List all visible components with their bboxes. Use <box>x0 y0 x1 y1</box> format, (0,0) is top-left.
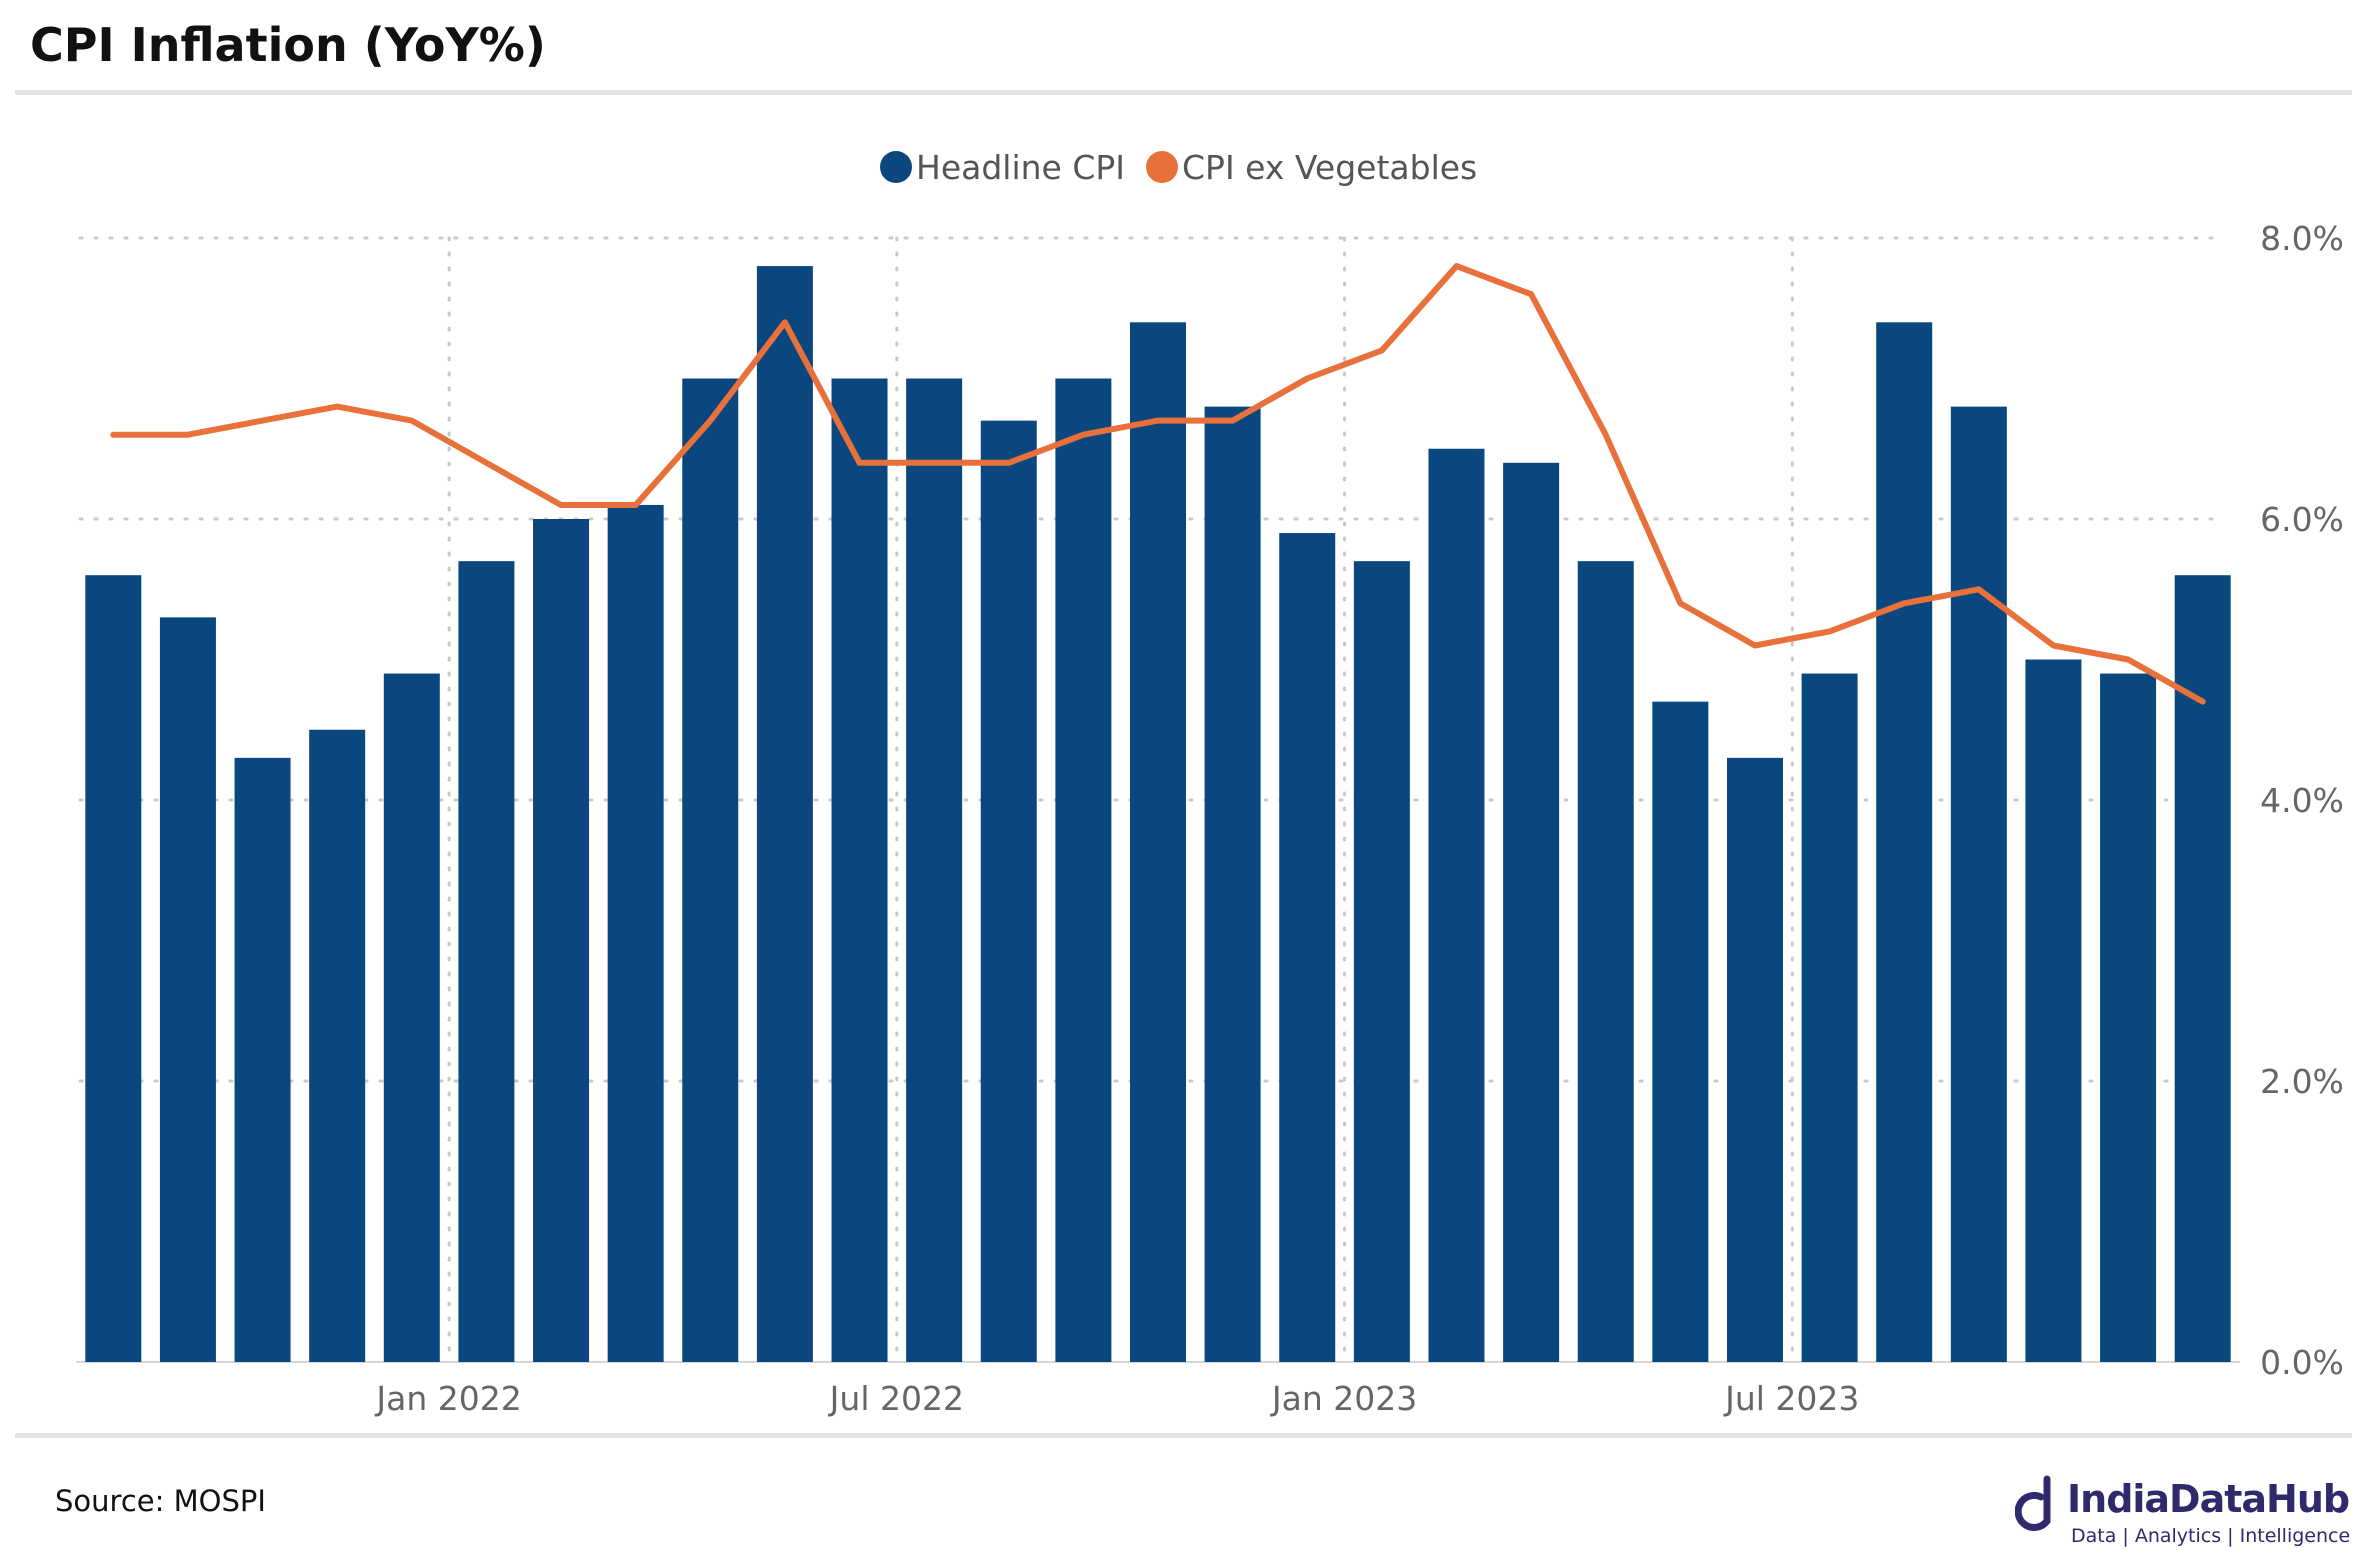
headline-bar <box>234 757 291 1362</box>
legend: Headline CPI CPI ex Vegetables <box>880 148 1477 187</box>
headline-bar <box>1950 406 2007 1363</box>
legend-headline-marker <box>880 151 912 183</box>
y-tick-label: 4.0% <box>2260 781 2344 820</box>
cpi-chart: 0.0%2.0%4.0%6.0%8.0% Jan 2022 Jul 2022 Jan… <box>76 148 2344 1418</box>
y-tick-label: 0.0% <box>2260 1343 2344 1382</box>
x-tick-label: Jul 2023 <box>1723 1379 1859 1418</box>
source-note: Source: MOSPI <box>55 1484 266 1518</box>
headline-bar <box>533 519 590 1362</box>
y-axis-ticks: 0.0% 2.0% 4.0% 6.0% 8.0% <box>2260 219 2344 1382</box>
y-tick-label: 6.0% <box>2260 500 2344 539</box>
x-tick-label: Jan 2022 <box>374 1379 521 1418</box>
y-tick-label: 8.0% <box>2260 219 2344 258</box>
headline-bar <box>1204 406 1261 1363</box>
headline-bar <box>1726 757 1783 1362</box>
top-divider <box>15 90 2352 95</box>
x-tick-label: Jul 2022 <box>828 1379 964 1418</box>
headline-bar <box>1801 673 1858 1362</box>
headline-bar <box>906 378 963 1362</box>
brand-tagline: Data | Analytics | Intelligence <box>2071 1525 2351 1547</box>
legend-exveg-marker <box>1146 151 1178 183</box>
chart-title: CPI Inflation (YoY%) <box>30 18 546 72</box>
headline-bar <box>1876 322 1933 1362</box>
ex-veg-line <box>110 263 2206 705</box>
x-axis-ticks: Jan 2022 Jul 2022 Jan 2023 Jul 2023 <box>374 1379 1859 1418</box>
ex-veg-polyline <box>110 263 2206 705</box>
headline-bar <box>1353 561 1410 1362</box>
headline-bar <box>2100 673 2157 1362</box>
headline-bar <box>980 420 1037 1362</box>
headline-bar <box>756 266 813 1363</box>
legend-exveg-label: CPI ex Vegetables <box>1182 148 1477 187</box>
headline-bars <box>85 266 2231 1363</box>
legend-headline-label: Headline CPI <box>916 148 1125 187</box>
headline-bar <box>1428 448 1485 1362</box>
headline-bar <box>831 378 888 1362</box>
headline-bar <box>1503 462 1560 1362</box>
headline-bar <box>2025 659 2082 1362</box>
headline-bar <box>1130 322 1186 1362</box>
headline-bar <box>383 673 440 1362</box>
headline-bar <box>458 561 515 1362</box>
logo-mark-icon <box>2015 1475 2051 1531</box>
headline-bar <box>1652 701 1709 1362</box>
headline-bar <box>1055 378 1112 1362</box>
headline-bar <box>2174 575 2231 1362</box>
bottom-divider <box>15 1433 2352 1438</box>
headline-bar <box>159 617 216 1362</box>
brand-name: IndiaDataHub <box>2067 1477 2350 1521</box>
headline-bar <box>309 729 366 1362</box>
headline-bar <box>85 575 142 1362</box>
headline-bar <box>1279 533 1336 1362</box>
brand-logo: IndiaDataHub Data | Analytics | Intellig… <box>2015 1473 2360 1553</box>
headline-bar <box>682 378 739 1362</box>
x-tick-label: Jan 2023 <box>1270 1379 1417 1418</box>
y-tick-label: 2.0% <box>2260 1062 2344 1101</box>
headline-bar <box>1577 561 1634 1362</box>
headline-bar <box>607 504 664 1362</box>
